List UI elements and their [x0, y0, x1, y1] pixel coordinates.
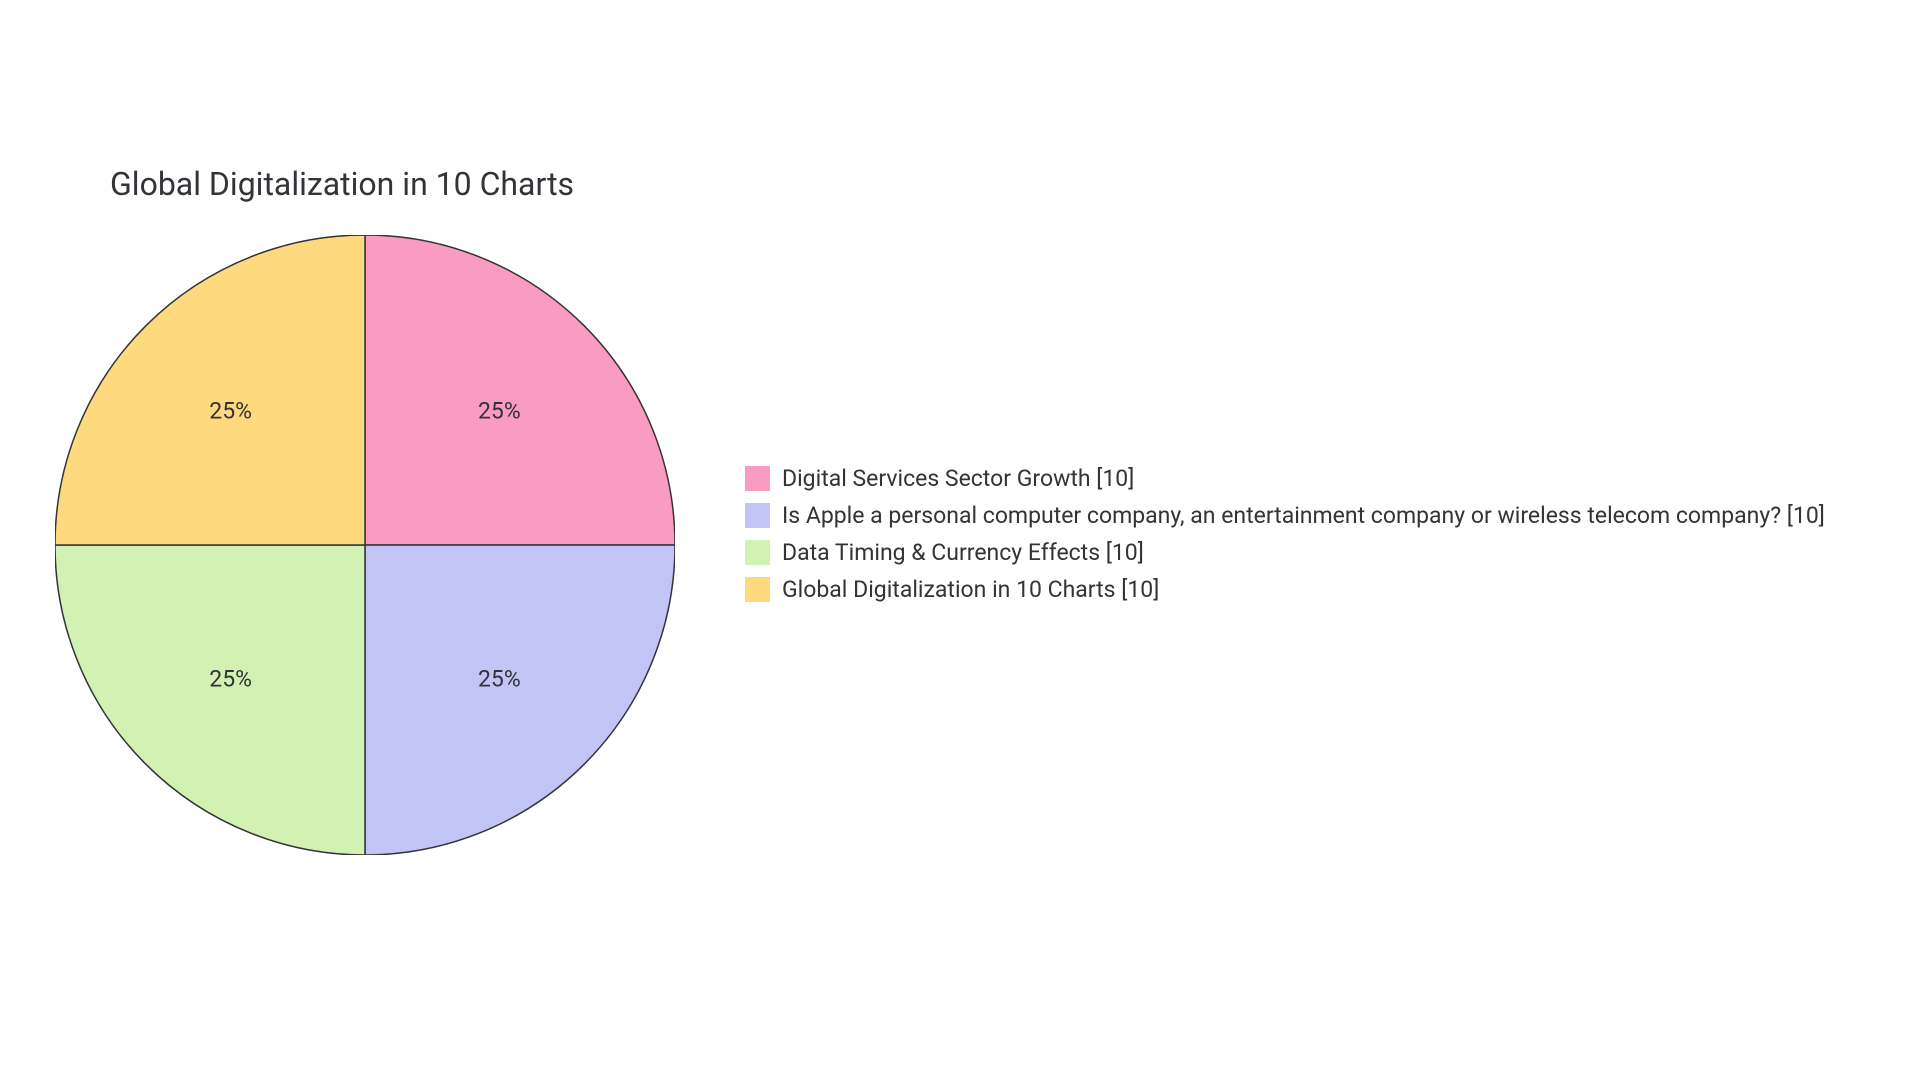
- chart-title: Global Digitalization in 10 Charts: [110, 165, 574, 203]
- pie-svg: [55, 235, 675, 855]
- slice-percent-label: 25%: [209, 397, 252, 424]
- pie-slice: [55, 235, 365, 545]
- legend-swatch: [745, 503, 770, 528]
- pie-chart: 25% 25% 25% 25%: [55, 235, 675, 855]
- legend-item: Global Digitalization in 10 Charts [10]: [745, 576, 1825, 603]
- legend-label: Is Apple a personal computer company, an…: [782, 502, 1825, 529]
- legend-label: Data Timing & Currency Effects [10]: [782, 539, 1144, 566]
- legend-swatch: [745, 540, 770, 565]
- legend-item: Digital Services Sector Growth [10]: [745, 465, 1825, 492]
- legend-item: Is Apple a personal computer company, an…: [745, 502, 1825, 529]
- legend-item: Data Timing & Currency Effects [10]: [745, 539, 1825, 566]
- slice-percent-label: 25%: [209, 666, 252, 693]
- legend-label: Digital Services Sector Growth [10]: [782, 465, 1134, 492]
- pie-slice: [365, 545, 675, 855]
- slice-percent-label: 25%: [478, 666, 521, 693]
- chart-container: Global Digitalization in 10 Charts 25%25…: [0, 0, 1920, 1080]
- pie-slice: [365, 235, 675, 545]
- legend: Digital Services Sector Growth [10] Is Ap…: [745, 465, 1825, 603]
- pie-slice: [55, 545, 365, 855]
- legend-swatch: [745, 577, 770, 602]
- legend-swatch: [745, 466, 770, 491]
- slice-percent-label: 25%: [478, 397, 521, 424]
- legend-label: Global Digitalization in 10 Charts [10]: [782, 576, 1159, 603]
